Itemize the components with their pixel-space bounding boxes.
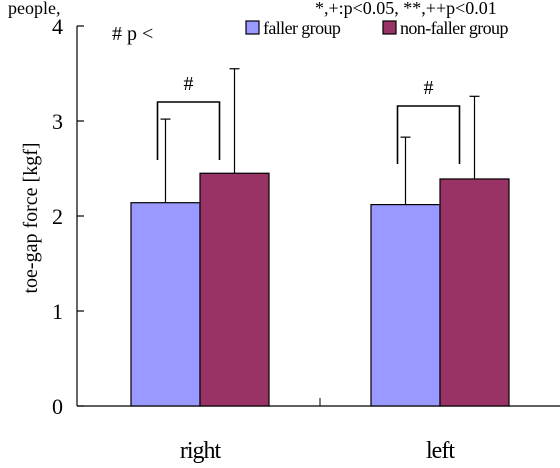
legend: faller group non-faller group [245, 18, 509, 38]
bar-left-non-faller [439, 178, 510, 407]
legend-label-faller: faller group [263, 18, 341, 38]
x-category-label-left: left [426, 438, 455, 464]
bar-right-faller [130, 202, 201, 407]
x-category-label-right: right [180, 438, 222, 464]
significance-note: *,+:p<0.05, **,++p<0.01 [315, 0, 497, 18]
legend-swatch-non-faller [382, 20, 397, 35]
y-tick-label-4: 4 [52, 14, 63, 39]
top-left-annotation: people, [8, 0, 60, 18]
significance-mark-left: # [424, 77, 434, 99]
y-tick-label-1: 1 [52, 299, 63, 324]
legend-prefix: # p < [112, 23, 153, 45]
bar-left-faller [370, 204, 441, 407]
y-tick-label-2: 2 [52, 204, 63, 229]
y-tick-label-3: 3 [52, 109, 63, 134]
significance-mark-right: # [184, 73, 194, 95]
y-axis-label: toe-gap force [kgf] [20, 142, 42, 293]
legend-swatch-faller [245, 20, 260, 35]
significance-bracket-right [156, 101, 221, 160]
bar-right-non-faller [199, 172, 270, 407]
legend-label-non-faller: non-faller group [400, 18, 508, 38]
y-tick-label-0: 0 [52, 394, 63, 419]
significance-bracket-left [396, 105, 461, 164]
